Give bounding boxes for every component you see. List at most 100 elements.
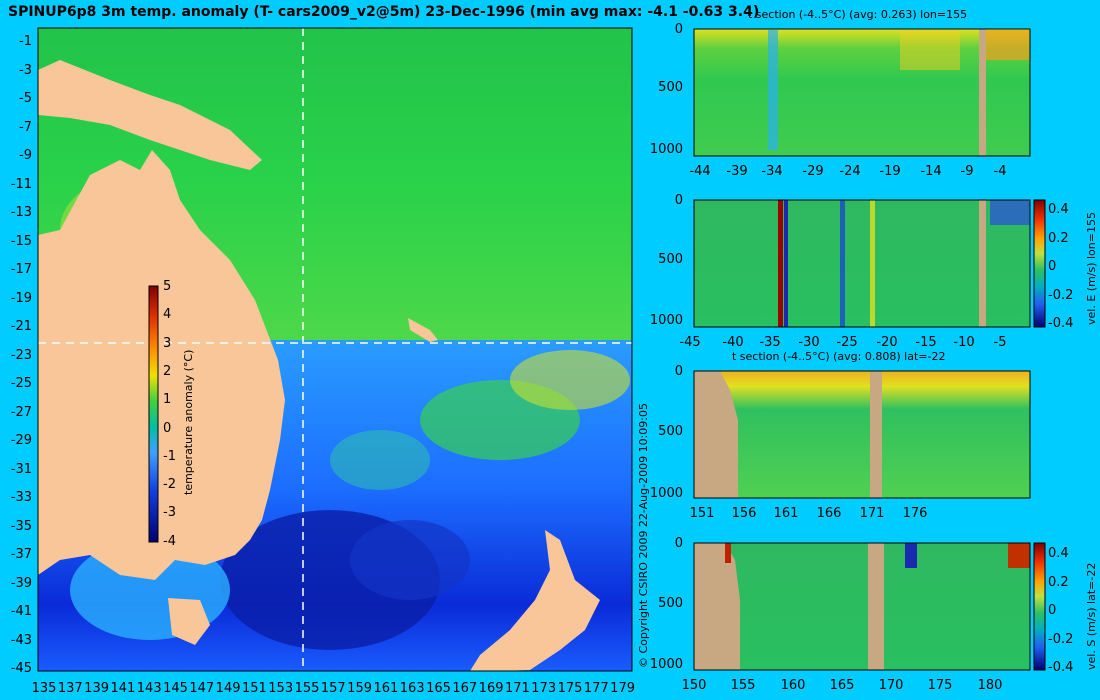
section-y-tick: 1000	[649, 657, 683, 672]
section-y-tick: 500	[658, 596, 683, 611]
section-x-tick: -5	[993, 335, 1007, 350]
section-x-tick: 161	[773, 506, 799, 521]
section-x-tick: 150	[681, 678, 707, 693]
section-x-tick: 171	[859, 506, 885, 521]
section-y-tick: 1000	[649, 486, 683, 501]
vel-s-colorbar	[1033, 542, 1046, 671]
section-x-tick: -10	[953, 335, 975, 350]
map-x-tick: 159	[347, 681, 373, 696]
section-x-tick: -34	[761, 164, 783, 179]
map-y-tick: -17	[10, 262, 32, 277]
map-x-tick: 157	[320, 681, 346, 696]
section-x-tick: -14	[920, 164, 942, 179]
page-title: SPINUP6p8 3m temp. anomaly (T- cars2009_…	[8, 4, 760, 20]
map-x-tick: 179	[610, 681, 636, 696]
map-colorbar-tick: 3	[163, 335, 172, 351]
vel-colorbar-tick: 0.4	[1048, 546, 1069, 561]
section-x-tick: -4	[993, 164, 1007, 179]
section-x-tick: 175	[927, 678, 953, 693]
map-colorbar-tick: 0	[163, 420, 172, 436]
section-x-tick: -19	[879, 164, 901, 179]
section-x-tick: -9	[960, 164, 974, 179]
map-x-tick: 135	[31, 681, 57, 696]
map-y-tick: -15	[10, 233, 32, 249]
map-y-tick: -33	[10, 490, 32, 505]
section-x-tick: 151	[689, 506, 715, 521]
vel-e-colorbar	[1033, 199, 1046, 328]
section-x-tick: -15	[915, 335, 937, 350]
vel-colorbar-tick: 0.2	[1048, 574, 1069, 590]
map-colorbar-tick: -4	[163, 533, 176, 549]
vel-colorbar-tick: -0.4	[1048, 660, 1074, 675]
map-colorbar-tick: 5	[163, 279, 172, 294]
map-x-tick: 151	[241, 681, 267, 696]
map-x-tick: 163	[399, 681, 425, 696]
map-colorbar	[148, 285, 159, 543]
map-x-tick: 161	[373, 681, 399, 696]
vel-s-colorbar-label: vel. S (m/s) lat=-22	[1085, 562, 1098, 670]
section-x-tick: 160	[780, 678, 806, 693]
section-x-tick: -29	[802, 164, 824, 179]
t-section-lon-title: t section (-4..5°C) (avg: 0.263) lon=155	[748, 8, 968, 21]
map-x-tick: 153	[268, 681, 294, 696]
map-x-tick: 143	[136, 681, 162, 696]
map-colorbar-label: temperature anomaly (°C)	[182, 349, 195, 495]
section-x-tick: 165	[829, 678, 855, 693]
map-x-tick: 137	[57, 681, 83, 696]
map-y-tick: -9	[19, 148, 32, 163]
vel-colorbar-tick: 0.4	[1048, 202, 1069, 217]
section-y-tick: 0	[674, 22, 683, 37]
section-y-tick: 0	[674, 364, 683, 379]
map-x-tick: 167	[452, 681, 478, 696]
vel-colorbar-tick: -0.2	[1048, 287, 1074, 303]
section-y-tick: 500	[658, 80, 683, 95]
map-x-tick: 175	[557, 681, 583, 696]
section-x-tick: -35	[759, 335, 781, 350]
map-y-tick: -13	[10, 205, 32, 220]
map-x-tick: 139	[84, 681, 110, 696]
copyright-text: © Copyright CSIRO 2009 22-Aug-2009 10:09…	[637, 402, 650, 668]
map-y-tick: -27	[10, 404, 32, 420]
map-y-tick: -25	[10, 376, 32, 391]
map-colorbar-tick: 4	[163, 307, 172, 323]
map-y-tick: -21	[10, 319, 32, 334]
section-y-tick: 500	[658, 252, 683, 267]
map-y-tick: -35	[10, 518, 32, 534]
section-x-tick: -39	[726, 164, 748, 179]
map-colorbar-tick: 2	[163, 363, 172, 379]
vel-e-colorbar-label: vel. E (m/s) lon=155	[1085, 212, 1098, 325]
vel-colorbar-tick: -0.4	[1048, 316, 1074, 331]
section-x-tick: -40	[722, 335, 744, 350]
section-x-tick: -30	[798, 335, 820, 350]
map-y-tick: -43	[10, 632, 32, 648]
map-colorbar-tick: -3	[163, 505, 176, 521]
section-x-tick: -44	[689, 164, 711, 179]
map-y-tick: -11	[10, 176, 32, 192]
map-y-tick: -19	[10, 290, 32, 306]
section-x-tick: -25	[836, 335, 858, 350]
section-panel-t-lon	[693, 28, 1031, 157]
t-section-lat-title: t section (-4..5°C) (avg: 0.808) lat=-22	[732, 350, 946, 363]
vel-colorbar-tick: 0	[1048, 603, 1057, 618]
map-colorbar-tick: 1	[163, 392, 172, 408]
section-y-tick: 1000	[649, 142, 683, 157]
map-x-tick: 171	[504, 681, 530, 696]
section-y-tick: 0	[674, 536, 683, 551]
map-x-tick: 149	[215, 681, 241, 696]
map-y-tick: -29	[10, 433, 32, 448]
map-y-tick: -5	[19, 91, 32, 106]
map-x-tick: 141	[110, 681, 136, 696]
map-x-tick: 177	[583, 681, 609, 696]
section-x-tick: -24	[839, 164, 861, 179]
vel-colorbar-tick: 0.2	[1048, 230, 1069, 246]
section-x-tick: -20	[876, 335, 898, 350]
map-y-tick: -1	[19, 34, 32, 49]
map-y-tick: -37	[10, 547, 32, 562]
section-x-tick: 155	[730, 678, 756, 693]
map-colorbar-tick: -2	[163, 477, 176, 493]
section-x-tick: 180	[977, 678, 1003, 693]
map-x-tick: 173	[531, 681, 557, 696]
map-plot	[38, 28, 632, 671]
map-y-tick: -45	[10, 661, 32, 676]
map-y-tick: -41	[10, 604, 32, 619]
